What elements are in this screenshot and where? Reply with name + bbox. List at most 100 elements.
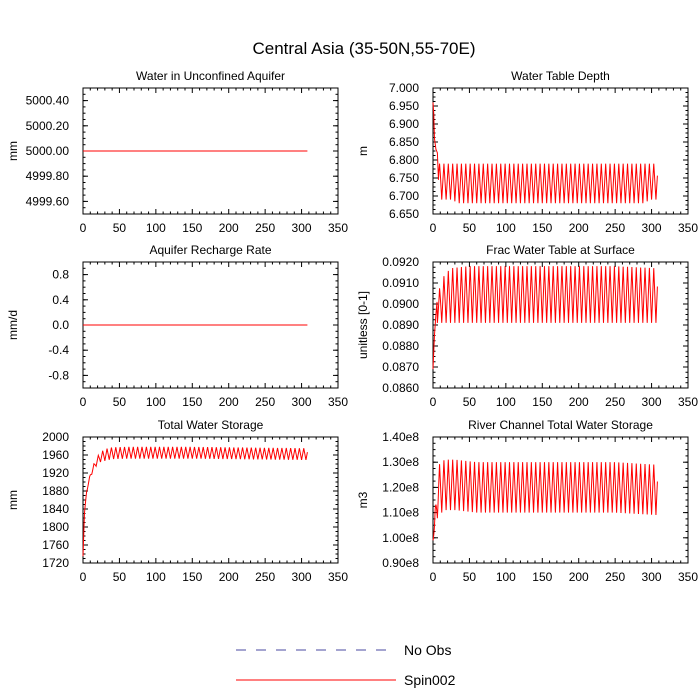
series-line-spin002	[82, 446, 308, 557]
legend: No Obs Spin002	[236, 642, 456, 688]
panel-title: Aquifer Recharge Rate	[149, 243, 271, 257]
x-tick-label: 0	[80, 221, 87, 235]
y-tick-label: 0.0870	[382, 360, 419, 374]
x-tick-label: 50	[463, 221, 477, 235]
x-tick-label: 250	[605, 221, 625, 235]
x-tick-label: 200	[569, 395, 589, 409]
y-axis-label: mm	[6, 490, 20, 510]
y-tick-label: 0.0900	[382, 297, 419, 311]
x-tick-label: 100	[496, 570, 516, 584]
y-tick-label: 0.0920	[382, 255, 419, 269]
panel-water-unconfined-aquifer: Water in Unconfined Aquifer mm 0 50 100 150 20…	[6, 69, 348, 235]
y-tick-label: 0.90e8	[382, 556, 419, 570]
panel-title: Total Water Storage	[158, 418, 264, 432]
y-tick-label: 6.950	[389, 99, 419, 113]
series-line-spin002	[432, 102, 658, 204]
y-tick-label: 1.10e8	[382, 506, 419, 520]
y-tick-label: 6.650	[389, 207, 419, 221]
y-tick-label: 0.0860	[382, 381, 419, 395]
y-tick-label: 6.750	[389, 171, 419, 185]
x-tick-label: 350	[328, 221, 348, 235]
x-tick-label: 0	[430, 395, 437, 409]
y-axis-label: m3	[356, 491, 370, 508]
x-tick-label: 200	[569, 570, 589, 584]
x-tick-label: 150	[532, 395, 552, 409]
x-tick-label: 300	[292, 221, 312, 235]
panel-water-table-depth: Water Table Depth m 0 50 100 150 200 250 300 350 6…	[356, 69, 698, 235]
x-tick-label: 300	[292, 395, 312, 409]
x-tick-label: 200	[569, 221, 589, 235]
x-tick-label: 300	[642, 570, 662, 584]
y-axis-label: mm	[6, 141, 20, 161]
y-tick-label: 0.0910	[382, 276, 419, 290]
y-tick-label: 0.8	[52, 268, 69, 282]
x-tick-label: 250	[255, 570, 275, 584]
series-line-spin002	[432, 266, 658, 370]
x-tick-label: 50	[113, 570, 127, 584]
x-tick-label: 150	[532, 570, 552, 584]
y-tick-label: 6.700	[389, 189, 419, 203]
x-tick-label: 50	[113, 395, 127, 409]
y-tick-label: 1.40e8	[382, 430, 419, 444]
panel-frac-water-table-surface: Frac Water Table at Surface unitless [0-1…	[356, 243, 698, 409]
y-axis-label: mm/d	[6, 310, 20, 340]
y-tick-label: 1800	[42, 520, 69, 534]
x-tick-label: 250	[605, 570, 625, 584]
y-tick-label: 1880	[42, 484, 69, 498]
y-axis-label: m	[356, 146, 370, 156]
x-tick-label: 350	[328, 570, 348, 584]
y-tick-label: -0.8	[48, 368, 69, 382]
figure-title: Central Asia (35-50N,55-70E)	[252, 39, 475, 58]
x-tick-label: 150	[532, 221, 552, 235]
x-tick-label: 250	[255, 395, 275, 409]
y-tick-label: 6.900	[389, 117, 419, 131]
x-tick-label: 300	[642, 221, 662, 235]
panel-aquifer-recharge-rate: Aquifer Recharge Rate mm/d 0 50 100 150 200 250…	[6, 243, 348, 409]
x-tick-label: 100	[496, 221, 516, 235]
y-tick-label: 7.000	[389, 81, 419, 95]
panel-title: Frac Water Table at Surface	[486, 243, 635, 257]
x-tick-label: 300	[292, 570, 312, 584]
x-tick-label: 350	[328, 395, 348, 409]
x-tick-label: 250	[605, 395, 625, 409]
x-tick-label: 50	[113, 221, 127, 235]
x-tick-label: 200	[219, 395, 239, 409]
x-tick-label: 150	[182, 221, 202, 235]
x-tick-label: 350	[678, 570, 698, 584]
legend-label-spin002: Spin002	[404, 672, 456, 688]
panel-river-channel-storage: River Channel Total Water Storage m3 0 50 10…	[356, 418, 698, 584]
x-tick-label: 250	[255, 221, 275, 235]
x-tick-label: 200	[219, 570, 239, 584]
x-tick-label: 100	[146, 570, 166, 584]
x-tick-label: 100	[146, 395, 166, 409]
y-tick-label: 1.00e8	[382, 531, 419, 545]
y-tick-label: 0.0890	[382, 318, 419, 332]
y-tick-label: 1760	[42, 538, 69, 552]
y-tick-label: 4999.80	[26, 169, 70, 183]
panel-title: River Channel Total Water Storage	[468, 418, 653, 432]
series-line-spin002	[432, 459, 658, 541]
x-tick-label: 150	[182, 570, 202, 584]
y-tick-label: 1960	[42, 448, 69, 462]
y-tick-label: 5000.40	[26, 94, 70, 108]
y-tick-label: 0.0880	[382, 339, 419, 353]
y-tick-label: 6.850	[389, 135, 419, 149]
legend-label-no-obs: No Obs	[404, 642, 451, 658]
y-tick-label: 1920	[42, 466, 69, 480]
y-tick-label: 5000.00	[26, 144, 70, 158]
x-tick-label: 350	[678, 395, 698, 409]
y-tick-label: 1720	[42, 556, 69, 570]
panel-title: Water in Unconfined Aquifer	[136, 69, 285, 83]
x-tick-label: 0	[80, 570, 87, 584]
x-tick-label: 0	[430, 221, 437, 235]
panel-total-water-storage: Total Water Storage mm 0 50 100 150 200 250 300 3…	[6, 418, 348, 584]
x-tick-label: 50	[463, 570, 477, 584]
x-tick-label: 100	[496, 395, 516, 409]
y-tick-label: 1.20e8	[382, 480, 419, 494]
x-tick-label: 200	[219, 221, 239, 235]
y-tick-label: 6.800	[389, 153, 419, 167]
panel-title: Water Table Depth	[511, 69, 610, 83]
y-tick-label: 1.30e8	[382, 455, 419, 469]
x-tick-label: 100	[146, 221, 166, 235]
